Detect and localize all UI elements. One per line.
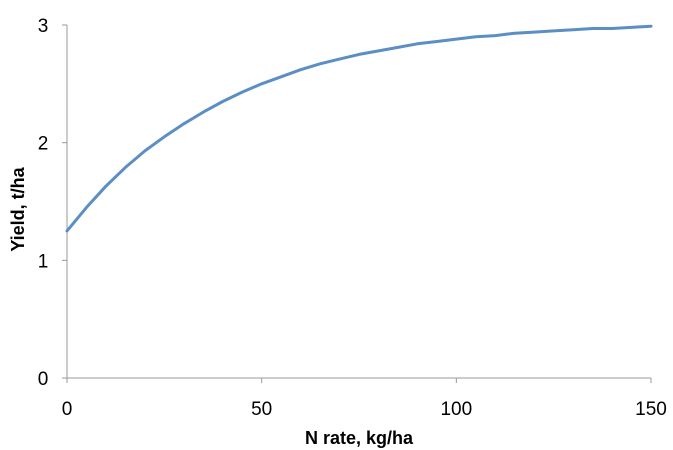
x-tick-label: 0 [62,399,73,420]
x-tick-label: 100 [440,399,472,420]
x-tick-label: 50 [251,399,272,420]
y-tick-label: 2 [38,134,49,155]
ticks [62,24,652,383]
x-tick-label: 150 [635,399,667,420]
y-tick-label: 0 [38,369,49,390]
y-tick-label: 3 [38,16,49,37]
tick-labels: 0 1 2 3 0 50 100 150 [38,16,667,420]
y-axis-title: Yield, t/ha [8,166,28,251]
axes [66,25,651,379]
x-axis-title: N rate, kg/ha [305,428,414,448]
series-line [65,24,653,233]
y-tick-label: 1 [38,251,49,272]
series [65,24,653,233]
